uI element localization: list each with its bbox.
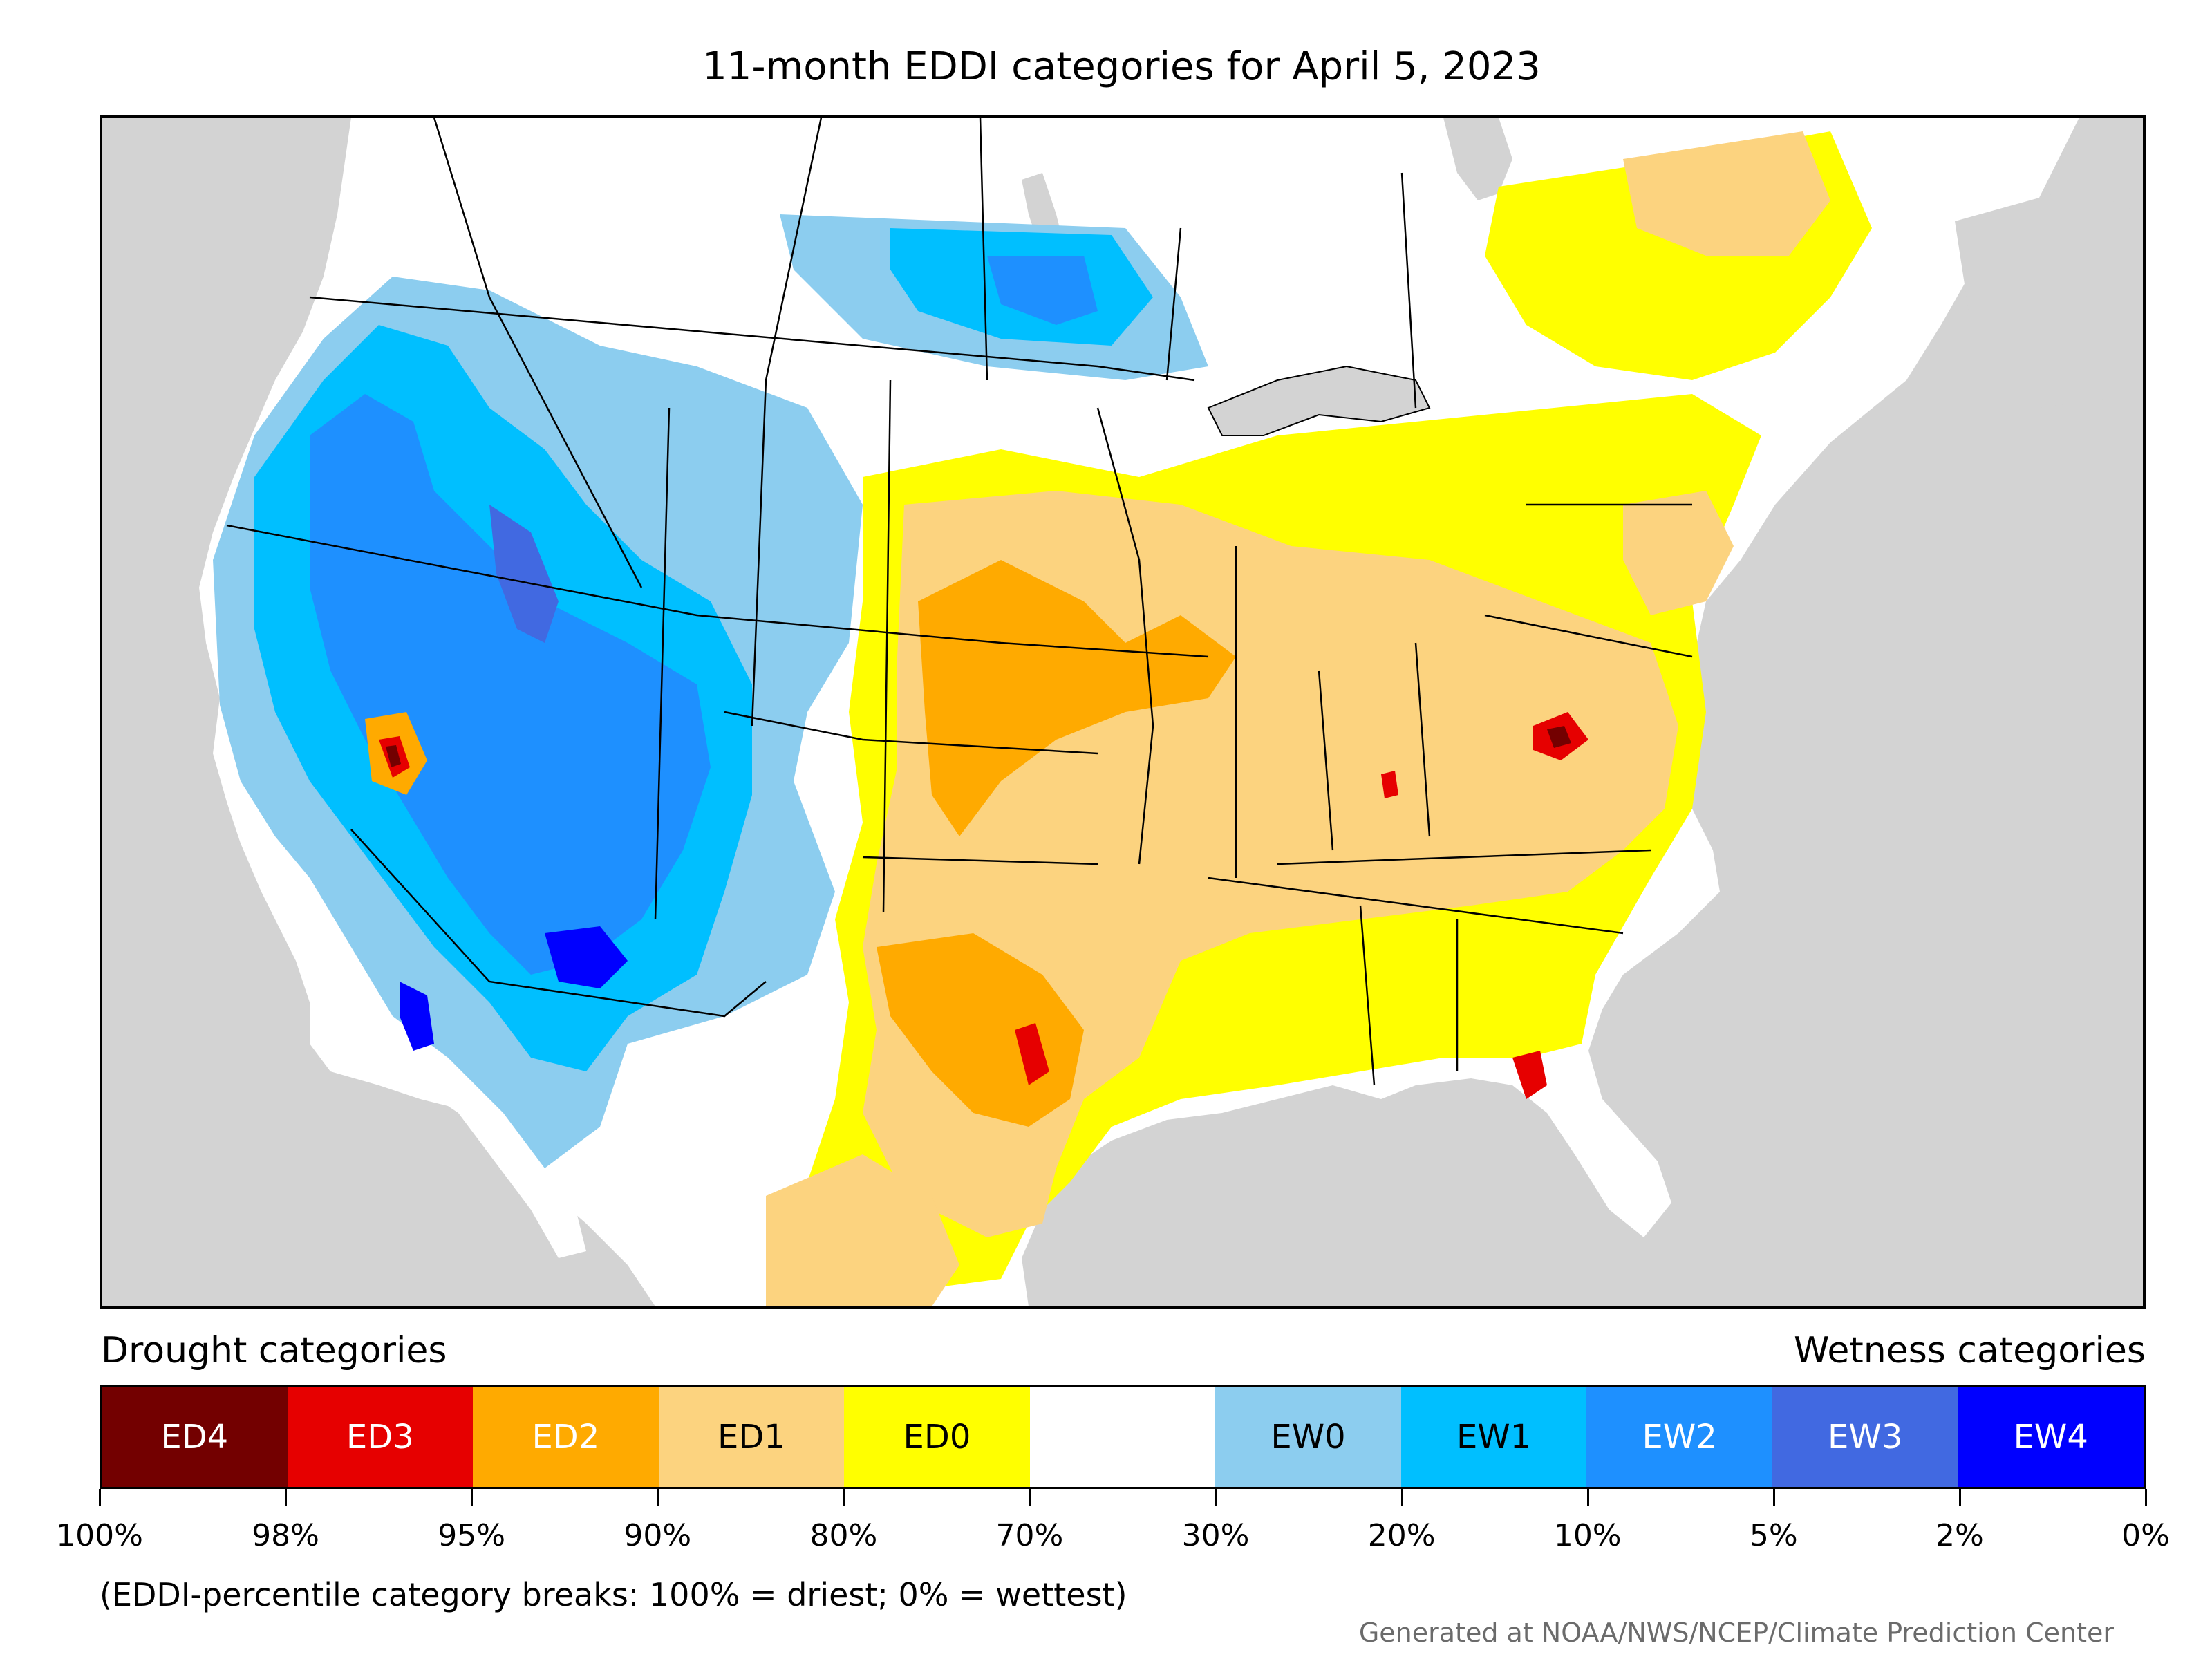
colorbar-cell-ed3: ED3 — [287, 1387, 474, 1487]
colorbar-tick-label: 10% — [1553, 1518, 1622, 1553]
drought-ed1-quebec — [1623, 131, 1830, 256]
colorbar-cell-ed1: ED1 — [658, 1387, 845, 1487]
drought-ed4-va — [1547, 726, 1571, 748]
colorbar-tick-label: 80% — [809, 1518, 878, 1553]
political-borders — [226, 118, 1693, 1086]
colorbar-tick — [1215, 1489, 1217, 1506]
lake-superior — [1207, 365, 1431, 436]
drought-ed4-ca — [386, 745, 401, 767]
colorbar-cell-ed0: ED0 — [844, 1387, 1030, 1487]
colorbar-tick-label: 5% — [1749, 1518, 1798, 1553]
drought-ed3-ky — [1381, 771, 1398, 798]
wetness-ew2-west — [310, 394, 711, 975]
colorbar-tick — [1958, 1489, 1961, 1506]
drought-ed3-tx — [1015, 1023, 1049, 1085]
colorbar-cell-ew0: EW0 — [1215, 1387, 1401, 1487]
wetness-categories-heading: Wetness categories — [1794, 1330, 2146, 1371]
colorbar-cell-ed2: ED2 — [473, 1387, 659, 1487]
wetness-ew4-baja — [400, 982, 434, 1051]
colorbar-tick-label: 95% — [438, 1518, 506, 1553]
drought-ed2-plains — [918, 560, 1236, 836]
colorbar-tick — [1029, 1489, 1031, 1506]
colorbar-cell-ew3: EW3 — [1772, 1387, 1958, 1487]
gulf-st-lawrence — [1955, 187, 2143, 408]
wetness-ew2-north — [987, 256, 1098, 325]
eddi-map — [100, 115, 2146, 1309]
colorbar-tick — [1400, 1489, 1403, 1506]
colorbar-tick — [843, 1489, 845, 1506]
colorbar-cell-normal — [1029, 1387, 1216, 1487]
colorbar-tick — [1586, 1489, 1589, 1506]
drought-ed1-west-tx — [766, 1154, 959, 1306]
colorbar-cell-ew1: EW1 — [1400, 1387, 1587, 1487]
colorbar-tick-label: 90% — [624, 1518, 692, 1553]
colorbar-tick-label: 30% — [1181, 1518, 1250, 1553]
colorbar-tick-label: 70% — [995, 1518, 1064, 1553]
colorbar-cell-ew4: EW4 — [1958, 1387, 2144, 1487]
category-colorbar: ED4 ED3 ED2 ED1 ED0 EW0 EW1 EW2 EW3 EW4 — [100, 1385, 2146, 1489]
colorbar-tick-label: 98% — [252, 1518, 319, 1553]
colorbar-ticks — [99, 1489, 2147, 1510]
colorbar-tick-label: 20% — [1367, 1518, 1436, 1553]
wetness-ew4-az — [545, 926, 628, 988]
credit-line: Generated at NOAA/NWS/NCEP/Climate Predi… — [1358, 1618, 2114, 1648]
colorbar-tick — [1772, 1489, 1775, 1506]
colorbar-tick-label: 2% — [1936, 1518, 1984, 1553]
drought-ed3-fl — [1512, 1051, 1547, 1099]
footnote: (EDDI-percentile category breaks: 100% =… — [100, 1576, 1127, 1613]
wetness-ew3-west — [489, 505, 559, 643]
colorbar-tick — [285, 1489, 288, 1506]
colorbar-tick-label: 100% — [56, 1518, 143, 1553]
hudson-james-bay — [1443, 118, 1512, 200]
colorbar-tick — [657, 1489, 659, 1506]
colorbar-tick — [471, 1489, 474, 1506]
colorbar-tick — [99, 1489, 101, 1506]
colorbar-cell-ew2: EW2 — [1586, 1387, 1772, 1487]
colorbar-cell-ed4: ED4 — [102, 1387, 288, 1487]
map-canvas — [102, 118, 2143, 1306]
drought-categories-heading: Drought categories — [101, 1330, 447, 1371]
map-title: 11-month EDDI categories for April 5, 20… — [702, 44, 1541, 89]
colorbar-tick-label: 0% — [2121, 1518, 2170, 1553]
drought-ed1-northeast — [1623, 491, 1734, 615]
colorbar-tick — [2145, 1489, 2147, 1506]
